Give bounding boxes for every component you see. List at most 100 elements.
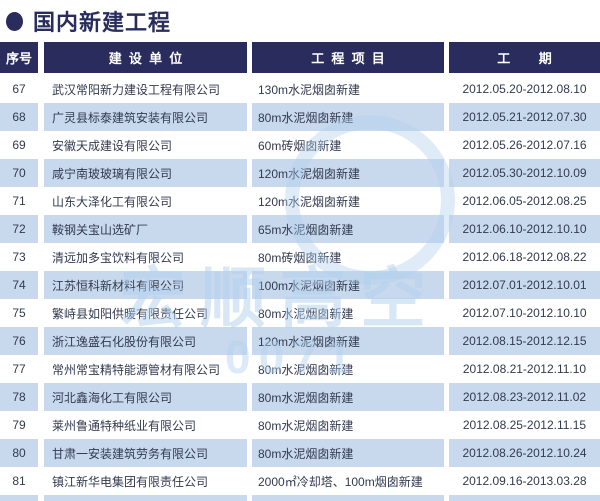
- table-row: 73 清远加多宝饮料有限公司 80m砖烟囱新建 2012.06.18-2012.…: [0, 243, 600, 271]
- column-gutter: [38, 243, 44, 271]
- cell-project: 80m水泥烟囱新建: [252, 383, 444, 411]
- cell-company: 鞍钢关宝山选矿厂: [44, 215, 247, 243]
- cell-company: 江苏恒科新材料有限公司: [44, 271, 247, 299]
- cell-company: 山东大泽化工有限公司: [44, 187, 247, 215]
- cell-period: 2012.08.26-2012.10.24: [449, 439, 600, 467]
- column-gutter: [444, 271, 449, 299]
- column-gutter: [444, 187, 449, 215]
- column-gutter: [444, 467, 449, 495]
- cell-project: 100m水泥烟囱新建: [252, 271, 444, 299]
- cell-company: 咸宁南玻玻璃有限公司: [44, 159, 247, 187]
- cell-period: 2012.07.01-2012.10.01: [449, 271, 600, 299]
- header-company: 建设单位: [44, 42, 247, 73]
- column-gutter: [247, 411, 252, 439]
- column-gutter: [38, 103, 44, 131]
- page-title: 国内新建工程: [0, 0, 600, 42]
- cell-project: 130m水泥烟囱新建: [252, 75, 444, 103]
- cell-company: 繁峙县如阳供暖有限责任公司: [44, 299, 247, 327]
- cell-no: 81: [0, 467, 38, 495]
- cell-period: 2012.06.10-2012.10.10: [449, 215, 600, 243]
- cell-period: 2012.06.05-2012.08.25: [449, 187, 600, 215]
- table-row: 77 常州常宝精特能源管材有限公司 80m水泥烟囱新建 2012.08.21-2…: [0, 355, 600, 383]
- cell-company: 武汉常阳新力建设工程有限公司: [44, 75, 247, 103]
- column-gutter: [38, 131, 44, 159]
- column-gutter: [444, 243, 449, 271]
- cell-company: 河北鑫海化工有限公司: [44, 383, 247, 411]
- cell-project: 80m水泥烟囱新建: [252, 299, 444, 327]
- cell-company: 浙江逸盛石化股份有限公司: [44, 327, 247, 355]
- column-gutter: [444, 131, 449, 159]
- cell-period: 2012.05.26-2012.07.16: [449, 131, 600, 159]
- table-row: 67 武汉常阳新力建设工程有限公司 130m水泥烟囱新建 2012.05.20-…: [0, 75, 600, 103]
- column-gutter: [444, 299, 449, 327]
- cell-period: 2012.06.18-2012.08.22: [449, 243, 600, 271]
- cell-no: 79: [0, 411, 38, 439]
- column-gutter: [444, 75, 449, 103]
- cell-company: 安徽天成建设有限公司: [44, 131, 247, 159]
- column-gutter: [247, 467, 252, 495]
- table-row: 70 咸宁南玻玻璃有限公司 120m水泥烟囱新建 2012.05.30-2012…: [0, 159, 600, 187]
- cell-project: 65m水泥烟囱新建: [252, 215, 444, 243]
- cell-no: 72: [0, 215, 38, 243]
- table-row: 68 广灵县标泰建筑安装有限公司 80m水泥烟囱新建 2012.05.21-20…: [0, 103, 600, 131]
- column-gutter: [38, 439, 44, 467]
- column-gutter: [247, 439, 252, 467]
- column-gutter: [444, 327, 449, 355]
- column-gutter: [444, 103, 449, 131]
- cell-no: 76: [0, 327, 38, 355]
- column-gutter: [247, 75, 252, 103]
- cell-project: 120m水泥烟囱新建: [252, 159, 444, 187]
- column-gutter: [444, 42, 449, 73]
- column-gutter: [444, 215, 449, 243]
- cell-period: 2012.05.20-2012.08.10: [449, 75, 600, 103]
- column-gutter: [247, 131, 252, 159]
- page-title-text: 国内新建工程: [33, 10, 172, 35]
- column-gutter: [38, 187, 44, 215]
- cell-company: 广灵县标泰建筑安装有限公司: [44, 103, 247, 131]
- column-gutter: [247, 383, 252, 411]
- cell-project: 80m水泥烟囱新建: [252, 355, 444, 383]
- cell-period: 2012.08.15-2012.12.15: [449, 327, 600, 355]
- table-row: 72 鞍钢关宝山选矿厂 65m水泥烟囱新建 2012.06.10-2012.10…: [0, 215, 600, 243]
- column-gutter: [247, 243, 252, 271]
- table-header: 序号 建设单位 工程项目 工期: [0, 42, 600, 73]
- column-gutter: [38, 215, 44, 243]
- cell-company: 镇江新华电集团有限责任公司: [44, 467, 247, 495]
- table-body: 67 武汉常阳新力建设工程有限公司 130m水泥烟囱新建 2012.05.20-…: [0, 75, 600, 495]
- partial-next-row: [0, 495, 600, 501]
- column-gutter: [444, 439, 449, 467]
- cell-company: 莱州鲁通特种纸业有限公司: [44, 411, 247, 439]
- column-gutter: [38, 411, 44, 439]
- column-gutter: [38, 467, 44, 495]
- table-row: 81 镇江新华电集团有限责任公司 2000㎡冷却塔、100m烟囱新建 2012.…: [0, 467, 600, 495]
- cell-no: 78: [0, 383, 38, 411]
- cell-company: 常州常宝精特能源管材有限公司: [44, 355, 247, 383]
- table-row: 69 安徽天成建设有限公司 60m砖烟囱新建 2012.05.26-2012.0…: [0, 131, 600, 159]
- table-row: 76 浙江逸盛石化股份有限公司 120m水泥烟囱新建 2012.08.15-20…: [0, 327, 600, 355]
- column-gutter: [38, 159, 44, 187]
- column-gutter: [38, 383, 44, 411]
- cell-no: 67: [0, 75, 38, 103]
- column-gutter: [444, 411, 449, 439]
- bullet-icon: [6, 11, 23, 31]
- table-row: 80 甘肃一安装建筑劳务有限公司 80m水泥烟囱新建 2012.08.26-20…: [0, 439, 600, 467]
- header-period: 工期: [449, 42, 600, 73]
- cell-project: 2000㎡冷却塔、100m烟囱新建: [252, 467, 444, 495]
- table-row: 79 莱州鲁通特种纸业有限公司 80m水泥烟囱新建 2012.08.25-201…: [0, 411, 600, 439]
- cell-period: 2012.08.23-2012.11.02: [449, 383, 600, 411]
- table-row: 71 山东大泽化工有限公司 120m水泥烟囱新建 2012.06.05-2012…: [0, 187, 600, 215]
- cell-period: 2012.05.21-2012.07.30: [449, 103, 600, 131]
- header-project: 工程项目: [252, 42, 444, 73]
- column-gutter: [247, 215, 252, 243]
- column-gutter: [38, 299, 44, 327]
- cell-period: 2012.09.16-2013.03.28: [449, 467, 600, 495]
- cell-period: 2012.07.10-2012.10.10: [449, 299, 600, 327]
- cell-project: 120m水泥烟囱新建: [252, 187, 444, 215]
- column-gutter: [38, 75, 44, 103]
- column-gutter: [247, 42, 252, 73]
- cell-company: 甘肃一安装建筑劳务有限公司: [44, 439, 247, 467]
- cell-period: 2012.08.21-2012.11.10: [449, 355, 600, 383]
- cell-period: 2012.08.25-2012.11.15: [449, 411, 600, 439]
- column-gutter: [247, 355, 252, 383]
